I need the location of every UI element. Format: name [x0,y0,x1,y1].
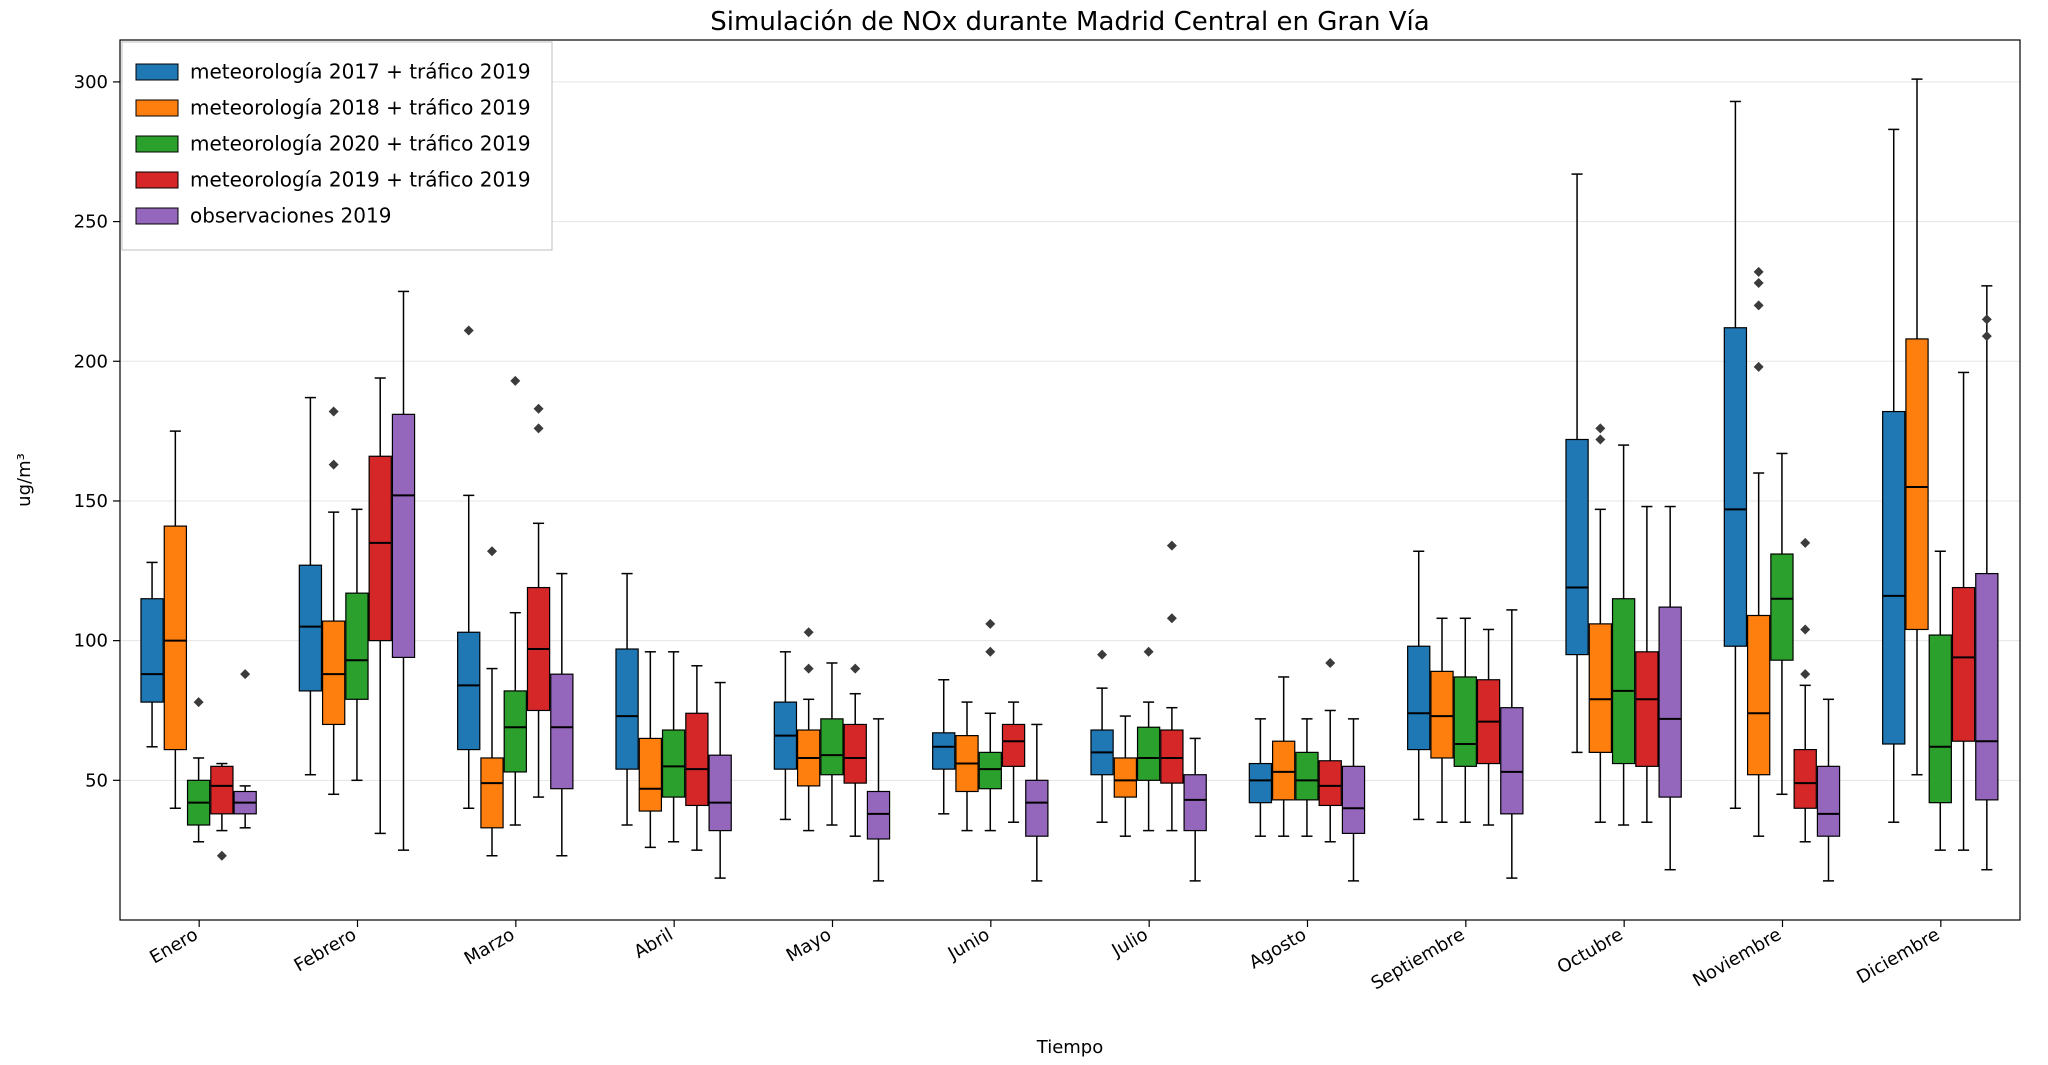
y-axis-label: ug/m³ [14,453,35,507]
svg-text:50: 50 [85,770,108,791]
legend-label: meteorología 2017 + tráfico 2019 [190,59,531,83]
svg-text:100: 100 [74,631,108,652]
svg-text:200: 200 [74,351,108,372]
svg-text:250: 250 [74,212,108,233]
legend-swatch [136,64,178,80]
legend-label: meteorología 2020 + tráfico 2019 [190,131,531,155]
legend-swatch [136,208,178,224]
legend-swatch [136,172,178,188]
chart-title: Simulación de NOx durante Madrid Central… [710,7,1429,37]
legend-label: observaciones 2019 [190,203,391,227]
svg-text:150: 150 [74,491,108,512]
boxplot-chart: 50100150200250300EneroFebreroMarzoAbrilM… [0,0,2048,1065]
x-axis-label: Tiempo [1036,1037,1104,1058]
legend-label: meteorología 2018 + tráfico 2019 [190,95,531,119]
legend-label: meteorología 2019 + tráfico 2019 [190,167,531,191]
svg-text:300: 300 [74,72,108,93]
chart-container: 50100150200250300EneroFebreroMarzoAbrilM… [0,0,2048,1065]
legend-swatch [136,100,178,116]
legend-swatch [136,136,178,152]
legend: meteorología 2017 + tráfico 2019 meteorol… [122,42,552,250]
